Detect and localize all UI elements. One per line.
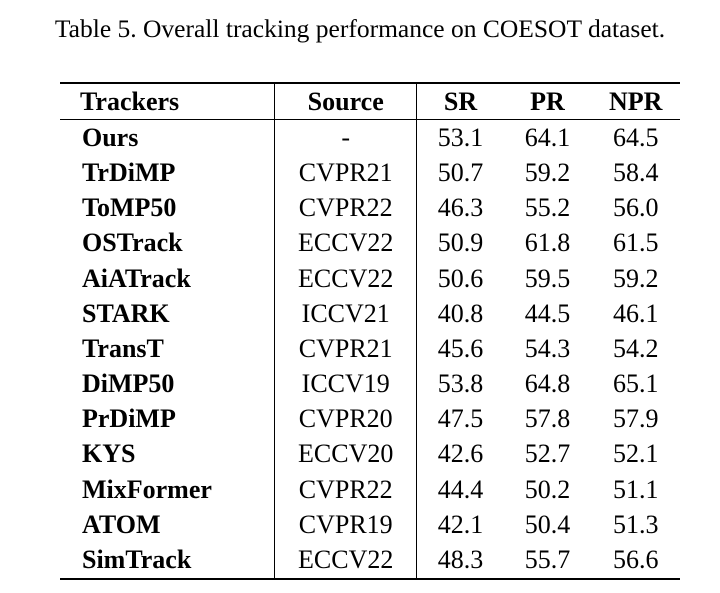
source-cell: CVPR19 — [273, 507, 417, 543]
sr-cell: 45.6 — [416, 331, 504, 367]
tracker-name: AiATrack — [82, 263, 191, 293]
table-row: Ours - 53.1 64.1 64.5 — [60, 119, 680, 156]
tracker-name: SimTrack — [82, 545, 192, 575]
tracker-name: STARK — [82, 298, 170, 328]
pr-cell: 64.8 — [524, 369, 571, 399]
sr-cell: 46.3 — [416, 190, 504, 226]
tracker-name: TransT — [82, 333, 164, 363]
npr-cell: 65.1 — [612, 369, 659, 399]
source-cell: CVPR21 — [273, 155, 417, 191]
pr-cell: 57.8 — [524, 404, 571, 434]
sr-cell: 42.6 — [416, 436, 504, 473]
tracker-name: Ours — [82, 122, 139, 152]
source-cell: ICCV21 — [273, 296, 417, 332]
header-pr: PR — [530, 86, 565, 116]
pr-cell: 59.5 — [524, 263, 571, 293]
sr-cell: 50.7 — [416, 155, 504, 191]
source-cell: ICCV19 — [273, 366, 417, 402]
tracker-name: KYS — [82, 439, 136, 469]
pr-cell: 50.2 — [524, 474, 571, 504]
tracker-name: TrDiMP — [82, 157, 176, 187]
sr-cell: 47.5 — [416, 401, 504, 437]
source-cell: CVPR22 — [273, 472, 417, 508]
npr-cell: 56.0 — [612, 193, 659, 223]
table-row: OSTrack ECCV22 50.9 61.8 61.5 — [60, 225, 680, 261]
npr-cell: 64.5 — [612, 122, 659, 152]
pr-cell: 55.2 — [524, 193, 571, 223]
sr-cell: 50.6 — [416, 260, 504, 297]
pr-cell: 52.7 — [524, 439, 571, 469]
table-row: SimTrack ECCV22 48.3 55.7 56.6 — [60, 542, 680, 579]
source-cell: CVPR20 — [273, 401, 417, 437]
source-cell: CVPR22 — [273, 190, 417, 226]
pr-cell: 61.8 — [524, 228, 571, 258]
sr-cell: 48.3 — [416, 542, 504, 579]
table-row: MixFormer CVPR22 44.4 50.2 51.1 — [60, 472, 680, 508]
source-cell: ECCV22 — [273, 542, 417, 579]
results-table: Trackers Source SR PR NPR Ours - 53.1 64… — [60, 82, 680, 580]
header-npr: NPR — [608, 86, 663, 116]
sr-cell: 50.9 — [416, 225, 504, 261]
source-cell: ECCV22 — [273, 225, 417, 261]
table-row: AiATrack ECCV22 50.6 59.5 59.2 — [60, 260, 680, 297]
npr-cell: 46.1 — [612, 298, 659, 328]
npr-cell: 57.9 — [612, 404, 659, 434]
pr-cell: 44.5 — [524, 298, 571, 328]
sr-cell: 44.4 — [416, 472, 504, 508]
source-cell: CVPR21 — [273, 331, 417, 367]
tracker-name: OSTrack — [82, 228, 183, 258]
sr-cell: 40.8 — [416, 296, 504, 332]
npr-cell: 51.1 — [612, 474, 659, 504]
npr-cell: 61.5 — [612, 228, 659, 258]
header-row: Trackers Source SR PR NPR — [60, 83, 680, 120]
source-cell: - — [273, 119, 417, 156]
npr-cell: 56.6 — [612, 545, 659, 575]
tracker-name: MixFormer — [82, 474, 212, 504]
header-trackers: Trackers — [80, 86, 180, 116]
header-source: Source — [273, 83, 417, 120]
npr-cell: 54.2 — [612, 333, 659, 363]
pr-cell: 64.1 — [524, 122, 571, 152]
npr-cell: 59.2 — [612, 263, 659, 293]
source-cell: ECCV22 — [273, 260, 417, 297]
pr-cell: 59.2 — [524, 157, 571, 187]
pr-cell: 55.7 — [524, 545, 571, 575]
npr-cell: 52.1 — [612, 439, 659, 469]
table-row: ToMP50 CVPR22 46.3 55.2 56.0 — [60, 190, 680, 226]
table-row: TransT CVPR21 45.6 54.3 54.2 — [60, 331, 680, 367]
tracker-name: ToMP50 — [82, 193, 177, 223]
source-cell: ECCV20 — [273, 436, 417, 473]
table-row: STARK ICCV21 40.8 44.5 46.1 — [60, 296, 680, 332]
sr-cell: 53.1 — [416, 119, 504, 156]
tracker-name: DiMP50 — [82, 369, 175, 399]
header-sr: SR — [416, 83, 504, 120]
table-row: PrDiMP CVPR20 47.5 57.8 57.9 — [60, 401, 680, 437]
pr-cell: 50.4 — [524, 509, 571, 539]
sr-cell: 53.8 — [416, 366, 504, 402]
table-caption: Table 5. Overall tracking performance on… — [54, 14, 666, 43]
npr-cell: 58.4 — [612, 157, 659, 187]
table-row: KYS ECCV20 42.6 52.7 52.1 — [60, 436, 680, 473]
table-row: DiMP50 ICCV19 53.8 64.8 65.1 — [60, 366, 680, 402]
tracker-name: PrDiMP — [82, 404, 176, 434]
npr-cell: 51.3 — [612, 509, 659, 539]
sr-cell: 42.1 — [416, 507, 504, 543]
pr-cell: 54.3 — [524, 333, 571, 363]
table-row: TrDiMP CVPR21 50.7 59.2 58.4 — [60, 155, 680, 191]
table-row: ATOM CVPR19 42.1 50.4 51.3 — [60, 507, 680, 543]
tracker-name: ATOM — [82, 509, 161, 539]
